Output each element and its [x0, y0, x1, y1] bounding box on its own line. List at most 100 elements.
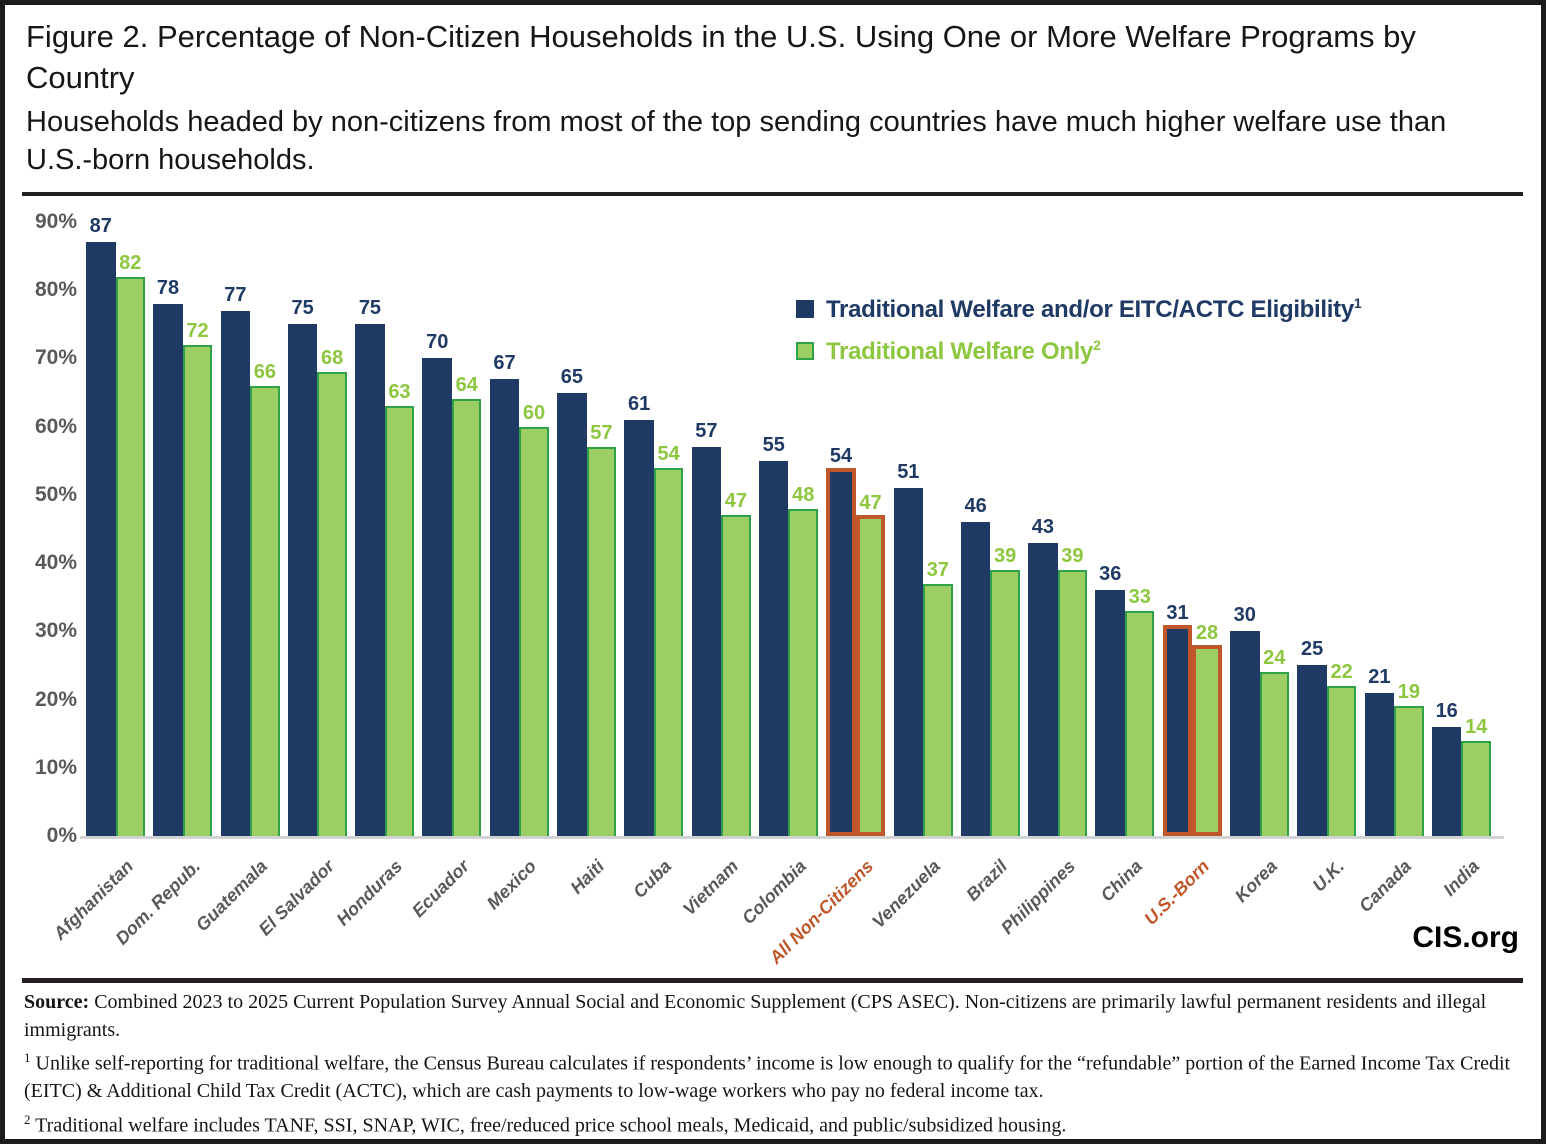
- value-label: 51: [897, 461, 920, 484]
- bar-group-dom-repub-: 78 72: [153, 222, 213, 836]
- bar-welfare-only-guatemala: 66: [250, 361, 280, 836]
- bar-eitc-u-k-: 25: [1297, 638, 1327, 836]
- x-label-cuba: Cuba: [629, 856, 676, 902]
- bar-welfare-only-cuba: 54: [653, 443, 684, 836]
- bar-group-brazil: 46 39: [960, 222, 1020, 836]
- x-label-u-s-born: U.S.-Born: [1140, 856, 1214, 929]
- y-tick-20: 20%: [34, 687, 77, 711]
- x-label-korea: Korea: [1230, 856, 1281, 907]
- bar-eitc-ecuador: 70: [422, 331, 452, 836]
- value-label: 55: [762, 433, 785, 456]
- legend-text-welfare-only: Traditional Welfare Only: [826, 337, 1094, 365]
- value-label: 57: [590, 422, 613, 445]
- bar-welfare-only-venezuela: 37: [923, 559, 953, 836]
- value-label: 47: [859, 492, 882, 515]
- figure-subtitle: Households headed by non-citizens from m…: [26, 105, 1447, 176]
- bar-group-cuba: 61 54: [624, 222, 684, 836]
- bar-eitc-all-non-citizens: 54: [826, 445, 856, 836]
- bar-eitc-vietnam: 57: [691, 420, 722, 836]
- x-label-mexico: Mexico: [483, 856, 541, 914]
- bar-group-china: 36 33: [1095, 222, 1155, 836]
- value-label: 54: [829, 444, 853, 467]
- figure-title: Figure 2. Percentage of Non-Citizen Hous…: [26, 19, 1416, 95]
- bar-eitc-colombia: 55: [758, 434, 789, 836]
- bar-group-el-salvador: 75 68: [287, 222, 347, 836]
- x-label-haiti: Haiti: [566, 856, 608, 898]
- value-label: 43: [1031, 515, 1055, 538]
- legend-item-welfare-only: Traditional Welfare Only2: [796, 335, 1361, 367]
- value-label: 36: [1099, 563, 1122, 586]
- x-label-canada: Canada: [1355, 856, 1416, 917]
- bar-welfare-only-india: 14: [1461, 716, 1491, 836]
- value-label: 61: [628, 392, 651, 415]
- x-label-brazil: Brazil: [962, 856, 1012, 905]
- value-label: 37: [926, 558, 949, 581]
- bar-group-all-non-citizens: 54 47: [826, 222, 886, 836]
- bar-welfare-only-mexico: 60: [519, 402, 549, 836]
- bar-group-honduras: 75 63: [355, 222, 415, 836]
- value-label: 16: [1435, 699, 1458, 722]
- legend-text-eitc: Traditional Welfare and/or EITC/ACTC Eli…: [826, 295, 1354, 323]
- bar-group-guatemala: 77 66: [220, 222, 280, 836]
- plot-area: 87 82 78 72 77 66 75 68 75 63 70 64 67 60 65 57 61 54 57 47…: [86, 215, 1491, 836]
- value-label: 82: [119, 251, 142, 274]
- value-label: 75: [291, 297, 314, 320]
- y-tick-10: 10%: [34, 755, 77, 779]
- y-tick-60: 60%: [34, 414, 77, 438]
- bar-group-vietnam: 57 47: [691, 222, 751, 836]
- bar-eitc-philippines: 43: [1028, 516, 1058, 836]
- x-label-u-k-: U.K.: [1308, 856, 1349, 896]
- value-label: 22: [1330, 660, 1353, 683]
- legend-swatch-green: [796, 342, 814, 360]
- bar-eitc-korea: 30: [1230, 604, 1260, 836]
- source-line: Source: Combined 2023 to 2025 Current Po…: [24, 989, 1523, 1044]
- value-label: 46: [964, 495, 987, 518]
- value-label: 68: [321, 347, 344, 370]
- value-label: 47: [724, 490, 748, 513]
- bar-eitc-mexico: 67: [489, 352, 520, 836]
- footnote-2-marker: 2: [24, 1111, 31, 1127]
- bar-welfare-only-afghanistan: 82: [115, 252, 145, 836]
- value-label: 21: [1368, 665, 1391, 688]
- bar-welfare-only-vietnam: 47: [721, 490, 751, 836]
- value-label: 24: [1263, 647, 1286, 670]
- value-label: 19: [1397, 681, 1421, 704]
- value-label: 30: [1233, 604, 1256, 627]
- value-label: 25: [1300, 638, 1324, 661]
- value-label: 60: [522, 401, 546, 424]
- bar-welfare-only-haiti: 57: [586, 422, 617, 836]
- footnote-2-text: Traditional welfare includes TANF, SSI, …: [30, 1114, 1067, 1137]
- bar-group-u-s-born: 31 28: [1162, 222, 1222, 836]
- value-label: 48: [792, 483, 815, 506]
- value-label: 39: [993, 544, 1017, 567]
- bar-group-philippines: 43 39: [1028, 222, 1088, 836]
- footnote-1-marker: 1: [24, 1050, 31, 1065]
- y-tick-70: 70%: [34, 346, 77, 370]
- y-tick-40: 40%: [34, 551, 77, 575]
- bar-eitc-honduras: 75: [355, 297, 385, 836]
- bar-eitc-haiti: 65: [557, 366, 587, 836]
- bar-eitc-el-salvador: 75: [287, 297, 318, 836]
- bar-eitc-venezuela: 51: [893, 461, 924, 836]
- bar-welfare-only-u-s-born: 28: [1192, 622, 1222, 836]
- bar-group-venezuela: 51 37: [893, 222, 953, 836]
- x-label-vietnam: Vietnam: [679, 856, 743, 920]
- bar-eitc-guatemala: 77: [220, 284, 251, 836]
- bar-welfare-only-brazil: 39: [990, 545, 1020, 836]
- y-tick-90: 90%: [34, 210, 77, 233]
- bar-welfare-only-china: 33: [1124, 586, 1155, 836]
- value-label: 78: [156, 276, 180, 299]
- x-axis-baseline: [80, 836, 1504, 839]
- bar-welfare-only-u-k-: 22: [1326, 661, 1357, 836]
- value-label: 66: [253, 360, 276, 383]
- source-label: Source:: [24, 991, 90, 1013]
- bar-eitc-u-s-born: 31: [1162, 602, 1193, 836]
- bar-group-ecuador: 70 64: [422, 222, 482, 836]
- value-label: 75: [358, 297, 382, 320]
- footnote-1: 1 Unlike self-reporting for traditional …: [24, 1044, 1523, 1106]
- bar-eitc-china: 36: [1095, 563, 1125, 836]
- figure-header: Figure 2. Percentage of Non-Citizen Hous…: [26, 17, 1506, 179]
- x-label-ecuador: Ecuador: [408, 856, 474, 922]
- legend-footnote-marker-2: 2: [1093, 336, 1101, 353]
